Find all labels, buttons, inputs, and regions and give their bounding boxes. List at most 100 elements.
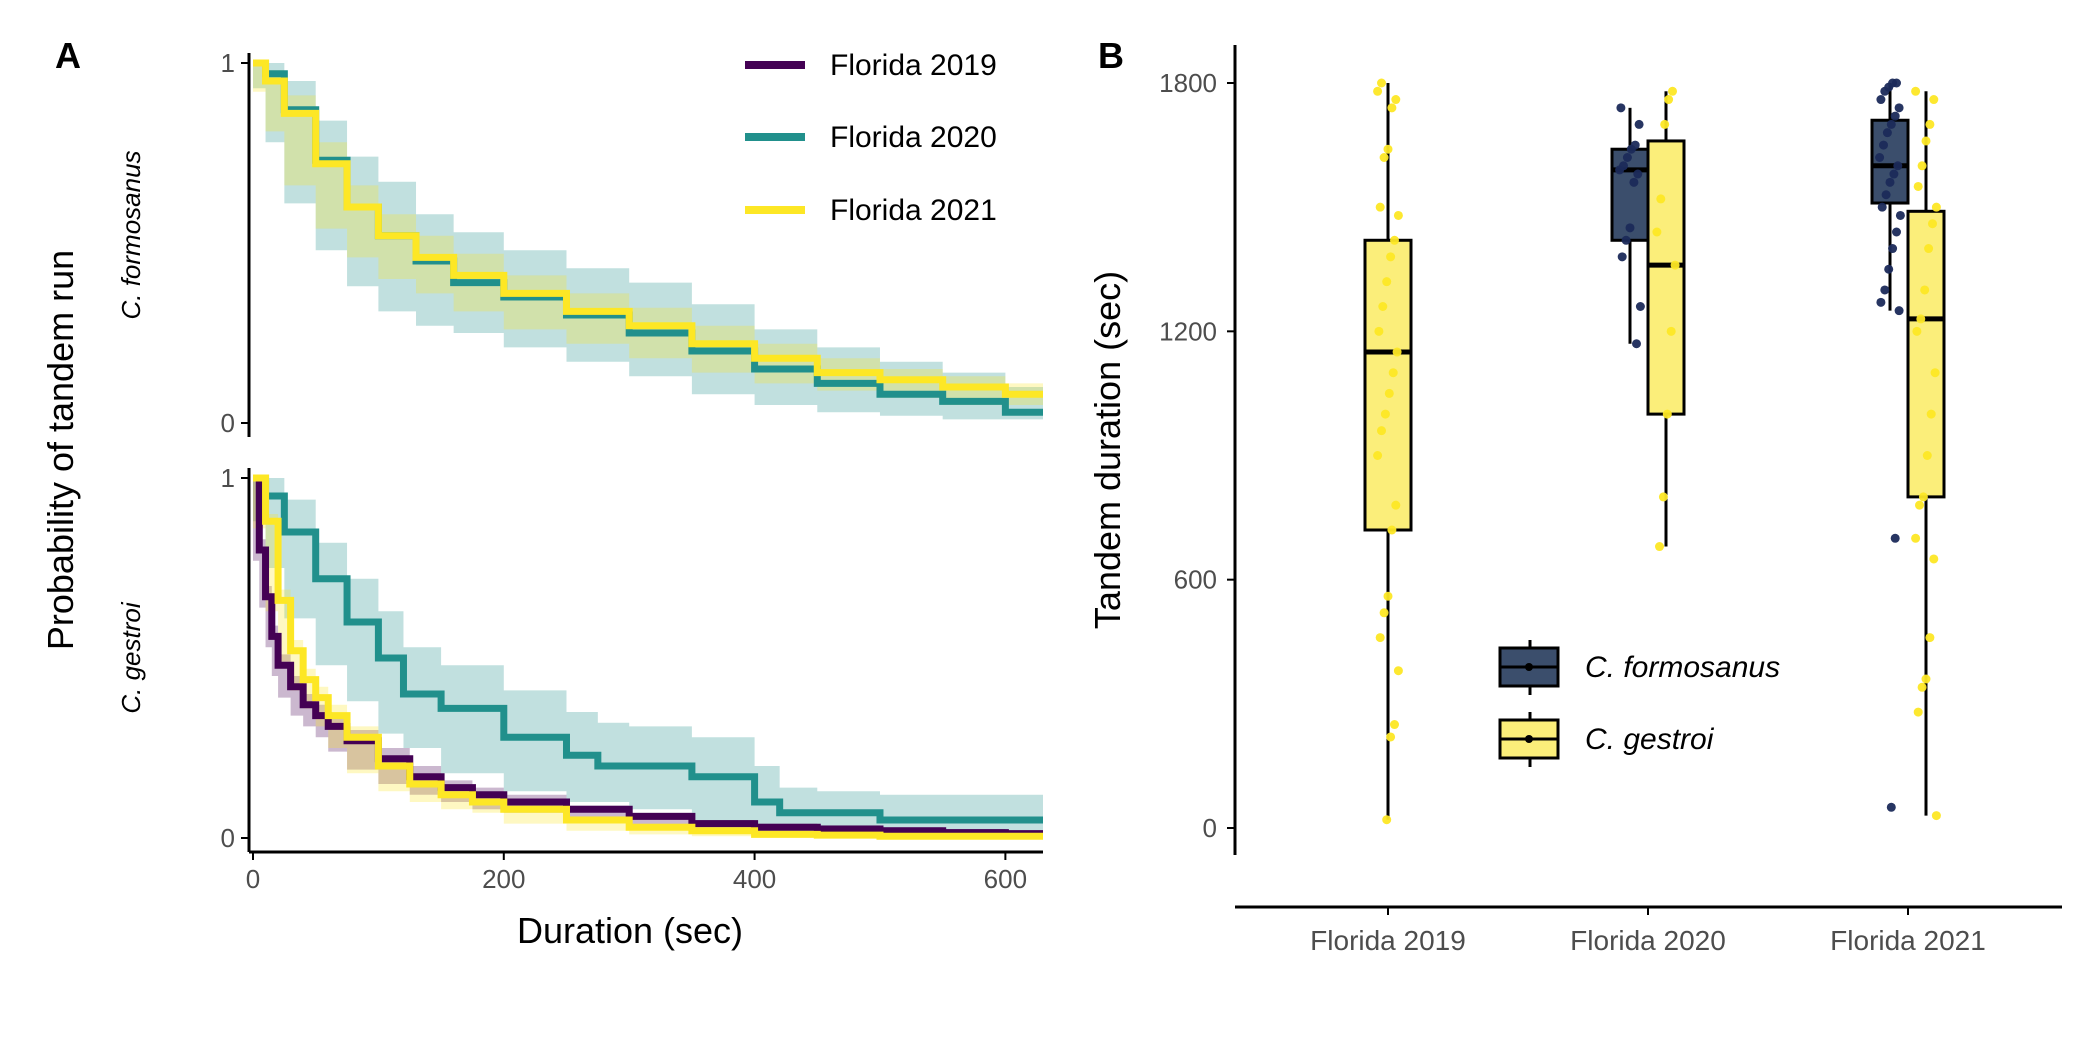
legend-item-florida-2021: Florida 2021 [745, 194, 997, 227]
data-point-c-gestroi [1922, 451, 1932, 460]
data-point-c-gestroi [1658, 492, 1668, 502]
data-point-c-formosanus [1890, 533, 1900, 543]
panel-b-legend: C. formosanus C. gestroi [1498, 640, 1780, 767]
legend-label-gestroi: C. gestroi [1585, 723, 1715, 756]
y-tick-label: 0 [221, 408, 235, 438]
data-point-c-gestroi [1390, 720, 1399, 730]
y-tick-label: 1 [221, 463, 235, 493]
data-point-c-gestroi [1911, 533, 1921, 543]
data-point-c-formosanus [1880, 285, 1890, 295]
data-point-c-gestroi [1929, 95, 1939, 105]
x-tick-label: 200 [482, 864, 525, 894]
data-point-c-formosanus [1890, 111, 1900, 121]
data-point-c-gestroi [1926, 409, 1936, 419]
facet-label-gestroi: C. gestroi [116, 601, 146, 713]
data-point-c-formosanus [1635, 302, 1645, 311]
x-tick-label: 600 [984, 864, 1027, 894]
y-tick-label: 1200 [1159, 316, 1217, 346]
data-point-c-gestroi [1925, 633, 1935, 643]
data-point-c-formosanus [1889, 169, 1899, 179]
data-point-c-gestroi [1670, 260, 1680, 270]
data-point-c-gestroi [1386, 252, 1396, 262]
data-point-c-formosanus [1625, 223, 1635, 233]
data-point-c-gestroi [1913, 707, 1923, 717]
data-point-c-gestroi [1925, 119, 1935, 129]
survival-line-florida-2021 [253, 59, 1043, 398]
data-point-c-gestroi [1917, 682, 1927, 692]
data-point-c-gestroi [1377, 426, 1386, 436]
data-point-c-gestroi [1375, 202, 1385, 212]
box-c-gestroi-florida-2020 [1646, 139, 1686, 416]
data-point-c-gestroi [1913, 181, 1923, 191]
x-tick-label: 0 [246, 864, 260, 894]
data-point-c-formosanus [1892, 227, 1901, 237]
data-point-c-gestroi [1375, 633, 1385, 643]
data-point-c-gestroi [1393, 666, 1403, 676]
data-point-c-gestroi [1379, 608, 1389, 618]
data-point-c-formosanus [1629, 177, 1639, 187]
data-point-c-gestroi [1655, 542, 1664, 552]
data-point-c-gestroi [1656, 194, 1666, 204]
survival-line-florida-2019 [253, 474, 1043, 838]
data-point-c-formosanus [1634, 119, 1644, 129]
panel-a-ylabel: Probability of tandem run [40, 250, 81, 650]
legend-label-florida-2019: Florida 2019 [830, 49, 997, 82]
data-point-c-gestroi [1921, 674, 1931, 684]
data-point-c-formosanus [1894, 103, 1904, 113]
legend-key-point-formosanus [1525, 663, 1533, 671]
x-tick-label-florida-2019: Florida 2019 [1310, 925, 1466, 956]
data-point-c-gestroi [1666, 326, 1676, 336]
boxplot-tandem-duration: 0 600 1200 1800 Florida 2019 Florida 2020 Flor… [1159, 45, 2062, 956]
survival-line-florida-2021 [253, 474, 1043, 840]
data-point-c-gestroi [1660, 119, 1670, 129]
data-point-c-gestroi [1390, 235, 1399, 245]
data-point-c-gestroi [1373, 86, 1383, 96]
legend-item-florida-2020: Florida 2020 [745, 121, 997, 154]
x-tick-label-florida-2021: Florida 2021 [1830, 925, 1986, 956]
data-point-c-gestroi [1915, 500, 1924, 510]
data-point-c-gestroi [1668, 86, 1677, 96]
data-point-c-formosanus [1616, 103, 1626, 113]
data-point-c-gestroi [1924, 244, 1934, 254]
data-point-c-gestroi [1652, 227, 1662, 237]
survival-plot-gestroi: 0 1 0 200 400 600 [221, 463, 1043, 894]
panel-b-letter: B [1098, 35, 1124, 76]
panel-b-ylabel: Tandem duration (sec) [1087, 271, 1128, 629]
data-point-c-gestroi [1931, 202, 1941, 212]
data-point-c-formosanus [1877, 202, 1887, 212]
data-point-c-formosanus [1888, 244, 1898, 254]
survival-line-florida-2020 [253, 474, 1043, 824]
data-point-c-formosanus [1884, 264, 1894, 274]
survival-plot-formosanus: 01 [221, 48, 1043, 438]
data-point-c-gestroi [1664, 95, 1674, 105]
data-point-c-gestroi [1931, 811, 1941, 821]
data-point-c-gestroi [1921, 136, 1931, 146]
data-point-c-gestroi [1391, 95, 1401, 105]
data-point-c-formosanus [1622, 153, 1632, 162]
data-point-c-gestroi [1917, 161, 1927, 171]
data-point-c-gestroi [1930, 368, 1940, 378]
data-point-c-formosanus [1875, 153, 1885, 162]
box-c-gestroi-florida-2019 [1363, 238, 1413, 532]
data-point-c-gestroi [1388, 368, 1398, 378]
y-tick-label: 0 [1203, 813, 1217, 843]
panel-a: A Probability of tandem run Duration (se… [40, 35, 1043, 951]
data-point-c-gestroi [1391, 500, 1401, 510]
x-tick-label: 400 [733, 864, 776, 894]
data-point-c-formosanus [1894, 306, 1904, 316]
data-point-c-gestroi [1918, 492, 1928, 502]
data-point-c-gestroi [1383, 591, 1393, 601]
data-point-c-gestroi [1386, 732, 1396, 742]
data-point-c-gestroi [1378, 302, 1388, 311]
data-point-c-gestroi [1382, 815, 1392, 825]
data-point-c-gestroi [1387, 103, 1397, 113]
data-point-c-gestroi [1383, 144, 1393, 154]
data-point-c-gestroi [1379, 153, 1389, 162]
data-point-c-gestroi [1912, 326, 1922, 336]
y-tick-label: 1800 [1159, 68, 1217, 98]
data-point-c-gestroi [1911, 86, 1921, 96]
ci-ribbon-florida-2020 [253, 478, 1043, 835]
data-point-c-formosanus [1617, 252, 1627, 262]
data-point-c-formosanus [1895, 210, 1905, 220]
facet-label-formosanus: C. formosanus [116, 150, 146, 319]
